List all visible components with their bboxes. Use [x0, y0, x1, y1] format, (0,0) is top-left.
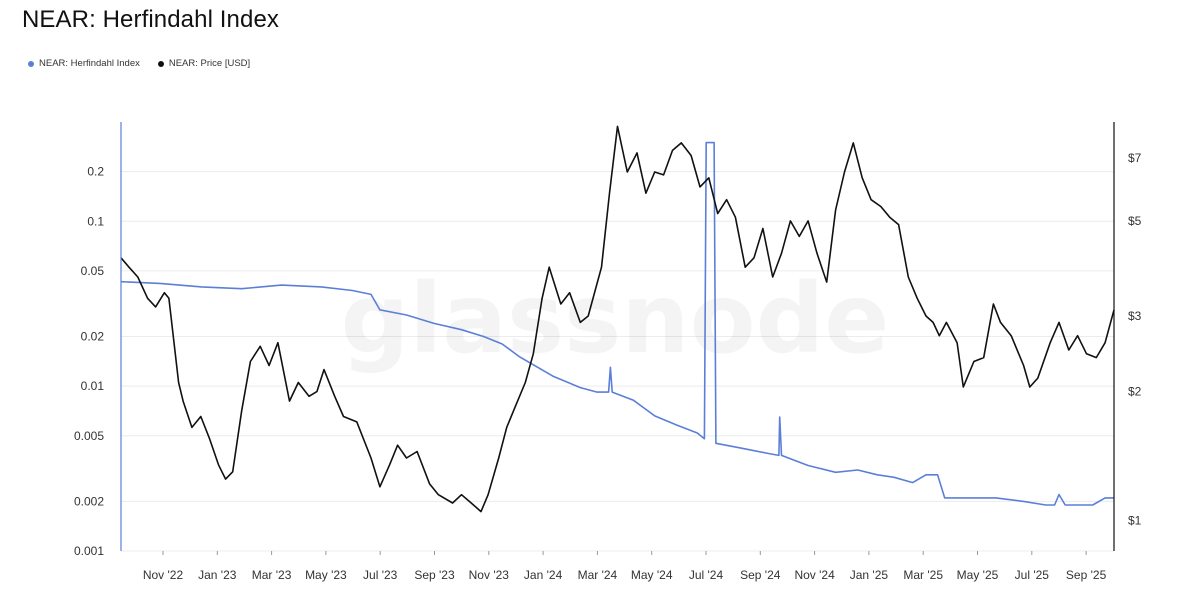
grid-lines [121, 171, 1114, 552]
legend-item-herfindahl[interactable]: NEAR: Herfindahl Index [28, 58, 140, 69]
x-tick-label: Sep '25 [1066, 568, 1107, 582]
x-tick-label: Mar '23 [252, 568, 292, 582]
axes: 0.001 0.002 0.005 0.01 0.02 0.05 0.1 0.2 $1 $2 $3 $… [74, 122, 1142, 582]
x-tick-label: Jul '23 [363, 568, 398, 582]
x-tick-label: Jan '24 [524, 568, 563, 582]
x-tick-label: May '25 [957, 568, 999, 582]
watermark: glassnode [341, 263, 890, 375]
legend-item-price[interactable]: NEAR: Price [USD] [157, 58, 251, 69]
x-tick-label: Jan '25 [850, 568, 889, 582]
series-layer [120, 125, 1115, 513]
series-line-price [120, 125, 1115, 513]
x-tick-label: Nov '22 [143, 568, 184, 582]
legend-price-label: NEAR: Price [USD] [168, 58, 251, 69]
y-right-tick-label: $5 [1128, 214, 1142, 228]
x-tick-label: May '24 [631, 568, 673, 582]
y-left-tick-label: 0.2 [87, 165, 104, 179]
y-left-tick-label: 0.002 [74, 494, 104, 508]
chart-title: NEAR: Herfindahl Index [22, 6, 279, 33]
x-tick-label: Jan '23 [198, 568, 237, 582]
y-left-tick-label: 0.05 [81, 264, 105, 278]
y-left-tick-label: 0.1 [87, 214, 104, 228]
legend: NEAR: Herfindahl Index NEAR: Price [USD] [28, 58, 250, 69]
legend-herfindahl-marker [28, 60, 34, 67]
y-right-tick-label: $3 [1128, 309, 1142, 323]
x-tick-label: Sep '23 [414, 568, 455, 582]
y-right-tick-label: $1 [1128, 514, 1142, 528]
y-left-tick-label: 0.02 [81, 330, 105, 344]
x-tick-label: Jul '25 [1015, 568, 1050, 582]
x-tick-label: Nov '23 [469, 568, 510, 582]
y-left-tick-label: 0.01 [81, 379, 105, 393]
x-tick-label: May '23 [305, 568, 347, 582]
y-left-tick-label: 0.005 [74, 429, 104, 443]
x-tick-label: Nov '24 [794, 568, 835, 582]
y-left-tick-label: 0.001 [74, 544, 104, 558]
y-right-tick-label: $2 [1128, 385, 1142, 399]
legend-price-marker [157, 60, 164, 67]
legend-herfindahl-label: NEAR: Herfindahl Index [39, 58, 140, 69]
series-line-herfindahl [120, 141, 1114, 506]
x-tick-label: Sep '24 [740, 568, 781, 582]
y-right-tick-label: $7 [1128, 151, 1142, 165]
x-tick-label: Mar '25 [903, 568, 943, 582]
x-tick-label: Mar '24 [578, 568, 618, 582]
x-tick-label: Jul '24 [689, 568, 724, 582]
